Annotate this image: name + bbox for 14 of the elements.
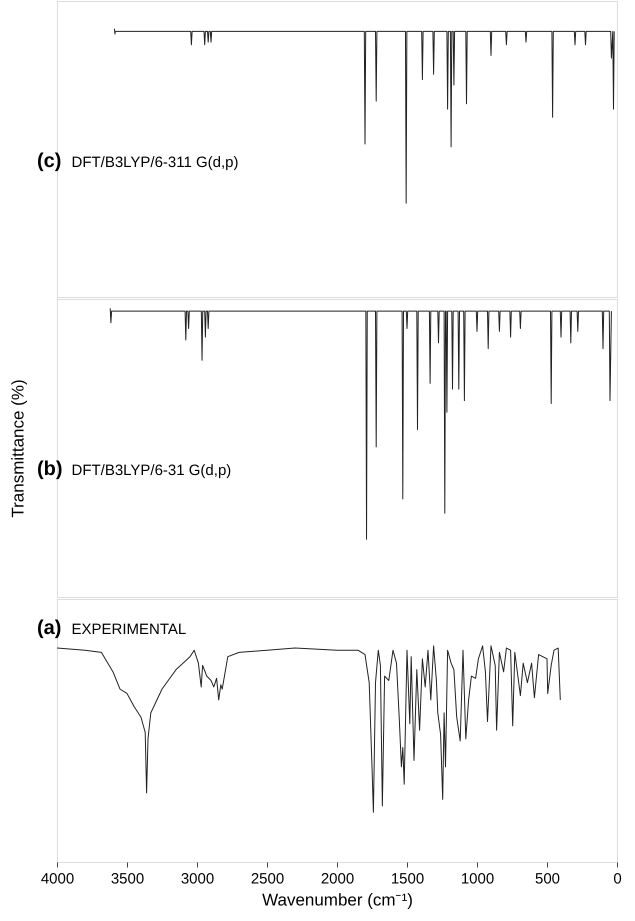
x-tick-label: 2000 <box>320 870 354 888</box>
x-axis-title: Wavenumber (cm⁻¹) <box>262 890 413 910</box>
x-tick-label: 1500 <box>390 870 424 888</box>
x-tick-label: 0 <box>613 870 622 888</box>
y-axis-title: Transmittance (%) <box>8 379 28 518</box>
x-tick-label: 3000 <box>180 870 214 888</box>
x-tick-label: 3500 <box>110 870 144 888</box>
annotation: (b) DFT/B3LYP/6-31 G(d,p) <box>37 458 232 480</box>
annotation: (c) DFT/B3LYP/6-311 G(d,p) <box>37 150 239 172</box>
x-tick-label: 2500 <box>250 870 284 888</box>
x-tick-label: 500 <box>534 870 560 888</box>
x-tick-label: 1000 <box>460 870 494 888</box>
text: (a) EXPERIMENTAL <box>37 616 186 639</box>
x-tick-label: 4000 <box>40 870 74 888</box>
